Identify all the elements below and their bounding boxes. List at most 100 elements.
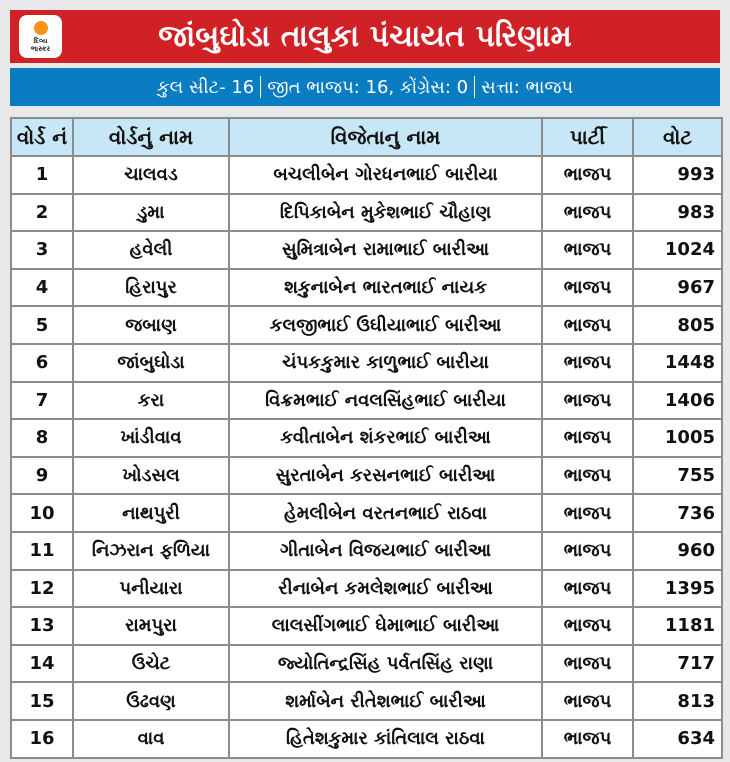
cell-ward-no: 15 [10,681,74,721]
cell-winner-name: વિક્રમભાઈ નવલસિંહભાઈ બારીયા [228,380,543,421]
cell-votes: 983 [632,192,723,233]
cell-ward-no: 16 [10,718,74,759]
summary-bar: કુલ સીટ- 16 જીત ભાજપ: 16, કોંગ્રેસ: 0 સત… [10,68,720,106]
divider [260,76,262,98]
cell-winner-name: સુરતાબેન કરસનભાઈ બારીઆ [228,455,543,496]
title-banner: દિવ્ય ભાસ્કર જાંબુઘોડા તાલુકા પંચાયત પરિ… [10,10,720,63]
cell-ward-no: 13 [10,606,74,646]
cell-ward-name: હિરાપુર [72,267,230,308]
summary-wins: જીત ભાજપ: 16, કોંગ્રેસ: 0 [267,76,469,98]
cell-ward-name: રામપુરા [72,606,230,646]
cell-winner-name: ગીતાબેન વિજયભાઈ બારીઆ [228,530,543,571]
table-row: 9 ખોડસલ સુરતાબેન કરસનભાઈ બારીઆ ભાજપ 755 [10,455,723,496]
cell-winner-name: દિપિકાબેન મુકેશભાઈ ચૌહાણ [228,192,543,233]
cell-winner-name: શર્માબેન રીતેશભાઈ બારીઆ [228,681,543,721]
cell-party: ભાજપ [541,342,634,383]
cell-ward-name: ખોડસલ [72,455,230,496]
cell-party: ભાજપ [541,267,634,308]
sun-icon [33,20,48,35]
cell-ward-no: 11 [10,530,74,571]
cell-ward-name: જબાણ [72,305,230,345]
cell-party: ભાજપ [541,530,634,571]
divya-bhaskar-logo: દિવ્ય ભાસ્કર [19,15,62,58]
cell-ward-no: 5 [10,305,74,345]
cell-ward-name: ઉઢવણ [72,681,230,721]
page-title: જાંબુઘોડા તાલુકા પંચાયત પરિણામ [158,19,572,54]
cell-winner-name: હેમલીબેન વરતનભાઈ રાઠવા [228,493,543,533]
cell-ward-no: 12 [10,568,74,609]
cell-ward-name: ચાલવડ [72,155,230,195]
cell-ward-name: હવેલી [72,230,230,270]
table-header-row: વોર્ડ નં વોર્ડનું નામ વિજેતાનુ નામ પાર્ટી વો… [10,117,723,157]
cell-votes: 967 [632,267,723,308]
divider [474,76,476,98]
table-row: 7 કરા વિક્રમભાઈ નવલસિંહભાઈ બારીયા ભાજપ 1406 [10,380,723,421]
table-row: 16 વાવ હિતેશકુમાર કાંતિલાલ રાઠવા ભાજપ 634 [10,718,723,759]
cell-party: ભાજપ [541,305,634,345]
cell-votes: 634 [632,718,723,759]
header-winner-name: વિજેતાનુ નામ [228,117,543,157]
cell-ward-no: 7 [10,380,74,421]
table-row: 14 ઉચેટ જ્યોતિન્દ્રસિંહ પર્વતસિંહ રાણા ભાજપ… [10,643,723,684]
cell-winner-name: કવીતાબેન શંકરભાઈ બારીઆ [228,418,543,458]
summary-power: સત્તા: ભાજપ [481,76,574,98]
cell-ward-no: 8 [10,418,74,458]
results-table: વોર્ડ નં વોર્ડનું નામ વિજેતાનુ નામ પાર્ટી વો… [10,117,723,759]
header-ward-name: વોર્ડનું નામ [72,117,230,157]
cell-ward-no: 3 [10,230,74,270]
cell-party: ભાજપ [541,606,634,646]
logo-text-2: ભાસ્કર [30,44,51,53]
table-row: 10 નાથપુરી હેમલીબેન વરતનભાઈ રાઠવા ભાજપ 736 [10,493,723,533]
cell-ward-no: 9 [10,455,74,496]
cell-ward-name: વાવ [72,718,230,759]
cell-ward-name: ઉચેટ [72,643,230,684]
cell-votes: 993 [632,155,723,195]
header-votes: વોટ [632,117,723,157]
cell-votes: 813 [632,681,723,721]
cell-party: ભાજપ [541,155,634,195]
cell-ward-name: કરા [72,380,230,421]
summary-total-seats: કુલ સીટ- 16 [156,76,255,98]
cell-ward-name: નાથપુરી [72,493,230,533]
cell-votes: 1024 [632,230,723,270]
cell-ward-no: 10 [10,493,74,533]
cell-votes: 1181 [632,606,723,646]
cell-votes: 1395 [632,568,723,609]
cell-ward-name: પનીયારા [72,568,230,609]
cell-winner-name: કલજીભાઈ ઉઘીયાભાઈ બારીઆ [228,305,543,345]
cell-ward-name: ખાંડીવાવ [72,418,230,458]
table-row: 5 જબાણ કલજીભાઈ ઉઘીયાભાઈ બારીઆ ભાજપ 805 [10,305,723,345]
cell-votes: 1448 [632,342,723,383]
cell-party: ભાજપ [541,643,634,684]
cell-votes: 736 [632,493,723,533]
table-row: 2 ડુમા દિપિકાબેન મુકેશભાઈ ચૌહાણ ભાજપ 983 [10,192,723,233]
cell-party: ભાજપ [541,230,634,270]
cell-ward-name: ડુમા [72,192,230,233]
cell-winner-name: ચંપકકુમાર કાળુભાઈ બારીયા [228,342,543,383]
table-row: 13 રામપુરા લાલસીંગભાઈ ઘેમાભાઈ બારીઆ ભાજપ 118… [10,606,723,646]
cell-votes: 717 [632,643,723,684]
table-row: 1 ચાલવડ બચલીબેન ગોરધનભાઈ બારીયા ભાજપ 993 [10,155,723,195]
cell-winner-name: સુમિત્રાબેન રામાભાઈ બારીઆ [228,230,543,270]
cell-votes: 1005 [632,418,723,458]
cell-winner-name: બચલીબેન ગોરધનભાઈ બારીયા [228,155,543,195]
table-row: 4 હિરાપુર શકુનાબેન ભારતભાઈ નાયક ભાજપ 967 [10,267,723,308]
cell-party: ભાજપ [541,192,634,233]
cell-ward-name: નિઝરાન ફળિયા [72,530,230,571]
table-row: 3 હવેલી સુમિત્રાબેન રામાભાઈ બારીઆ ભાજપ 1024 [10,230,723,270]
cell-ward-no: 6 [10,342,74,383]
cell-party: ભાજપ [541,380,634,421]
cell-winner-name: જ્યોતિન્દ્રસિંહ પર્વતસિંહ રાણા [228,643,543,684]
table-row: 11 નિઝરાન ફળિયા ગીતાબેન વિજયભાઈ બારીઆ ભાજપ 9… [10,530,723,571]
table-row: 15 ઉઢવણ શર્માબેન રીતેશભાઈ બારીઆ ભાજપ 813 [10,681,723,721]
logo-text-1: દિવ્ય [33,36,48,45]
cell-winner-name: લાલસીંગભાઈ ઘેમાભાઈ બારીઆ [228,606,543,646]
cell-party: ભાજપ [541,455,634,496]
table-row: 12 પનીયારા રીનાબેન કમલેશભાઈ બારીઆ ભાજપ 1395 [10,568,723,609]
cell-winner-name: હિતેશકુમાર કાંતિલાલ રાઠવા [228,718,543,759]
cell-ward-no: 4 [10,267,74,308]
header-party: પાર્ટી [541,117,634,157]
table-row: 6 જાંબુઘોડા ચંપકકુમાર કાળુભાઈ બારીયા ભાજપ 14… [10,342,723,383]
cell-party: ભાજપ [541,718,634,759]
cell-votes: 755 [632,455,723,496]
